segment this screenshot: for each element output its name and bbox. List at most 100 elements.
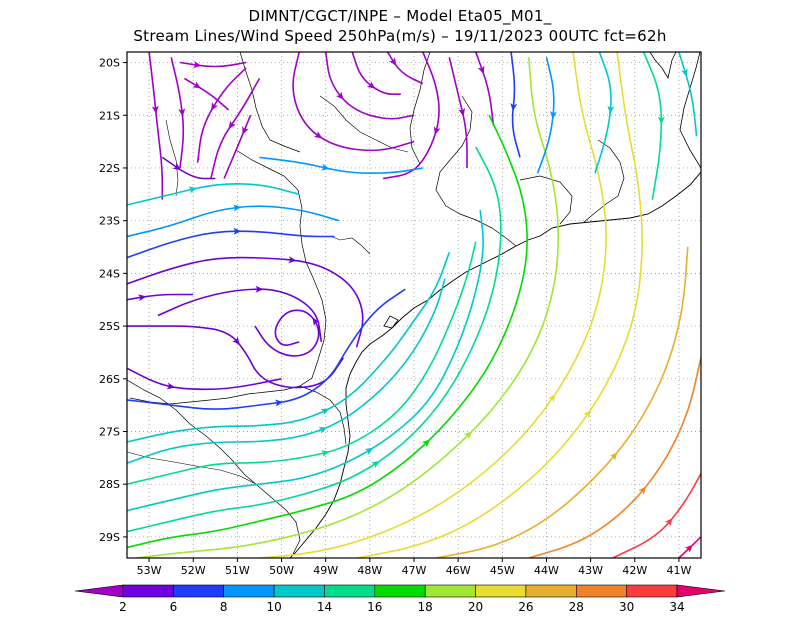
flow-arrow: [664, 518, 673, 527]
longitude-axis: 53W 52W 51W 50W 49W 48W 47W 46W 45W 44W 43W 42W 41W: [137, 558, 691, 577]
colorbar-segment: [424, 584, 476, 598]
flow-arrow: [433, 126, 441, 135]
chart-title-line2: Stream Lines/Wind Speed 250hPa(m/s) – 19…: [133, 27, 667, 45]
colorbar-label: 2: [119, 600, 127, 614]
flow-arrow: [320, 450, 330, 457]
x-tick-label: 45W: [490, 564, 515, 577]
streamline: [127, 230, 335, 259]
flow-arrow: [510, 102, 518, 112]
colorbar-label: 30: [619, 600, 634, 614]
streamline: [127, 114, 528, 549]
grid-lines: [127, 52, 701, 558]
colorbar-label: 14: [317, 600, 332, 614]
flow-arrow: [463, 431, 473, 440]
colorbar-label: 34: [669, 600, 684, 614]
colorbar-label: 10: [266, 600, 281, 614]
flow-arrow: [421, 439, 431, 448]
colorbar-low-extend: [74, 584, 124, 598]
streamline: [356, 52, 643, 558]
flow-arrow: [680, 68, 688, 77]
flow-arrow: [151, 105, 159, 114]
flow-arrow: [389, 57, 397, 66]
streamline: [127, 288, 406, 410]
latitude-axis: 20S 21S 22S 23S 24S 25S 26S 27S 28S 29S: [99, 57, 127, 544]
x-tick-label: 47W: [402, 564, 427, 577]
coastline-borders: [127, 52, 701, 558]
y-tick-label: 28S: [99, 478, 120, 491]
streamline: [127, 252, 451, 443]
flow-arrow: [288, 256, 297, 264]
streamline: [594, 52, 612, 174]
streamline: [157, 288, 323, 343]
streamline: [475, 52, 495, 126]
colorbar-segment: [324, 584, 376, 598]
flow-arrow: [313, 131, 323, 139]
streamline: [127, 293, 194, 301]
x-tick-label: 46W: [446, 564, 471, 577]
y-tick-label: 26S: [99, 373, 120, 386]
colorbar-segment: [273, 584, 325, 598]
y-tick-label: 27S: [99, 426, 120, 439]
flow-arrow: [657, 116, 665, 125]
colorbar-segment: [223, 584, 275, 598]
flow-arrow: [366, 81, 376, 89]
colorbar-high-extend: [676, 584, 726, 598]
streamline: [196, 67, 247, 163]
colorbar-label: 26: [518, 600, 533, 614]
flow-arrow: [583, 409, 591, 419]
flow-arrow: [312, 317, 320, 327]
streamline: [386, 52, 424, 85]
flow-arrow: [458, 107, 466, 117]
flow-arrow: [638, 486, 647, 495]
streamline: [148, 52, 164, 200]
flow-arrow: [232, 336, 240, 345]
flow-arrow: [233, 227, 242, 235]
flow-arrow: [364, 447, 374, 455]
colorbar-label: 18: [418, 600, 433, 614]
colorbar-label: 28: [569, 600, 584, 614]
streamline: [135, 57, 560, 558]
chart-title-line1: DIMNT/CGCT/INPE – Model Eta05_M01_: [248, 7, 552, 25]
x-tick-label: 51W: [225, 564, 250, 577]
flow-arrow: [192, 81, 202, 89]
streamlines: [127, 52, 701, 558]
flow-arrow: [166, 382, 176, 390]
streamline: [127, 367, 282, 391]
flow-arrow: [320, 408, 330, 416]
colorbar-segment: [626, 584, 678, 598]
x-tick-label: 43W: [578, 564, 603, 577]
streamline: [259, 156, 423, 175]
y-tick-label: 23S: [99, 215, 120, 228]
flow-arrow: [318, 427, 328, 434]
x-tick-label: 50W: [269, 564, 294, 577]
colorbar-label: 16: [367, 600, 382, 614]
flow-arrow: [178, 108, 186, 117]
colorbar-segment: [475, 584, 527, 598]
flow-arrow: [172, 162, 182, 171]
flow-arrow: [137, 294, 147, 302]
streamline: [127, 278, 446, 464]
x-tick-label: 48W: [357, 564, 382, 577]
flow-arrow: [550, 110, 557, 120]
colorbar-segment: [374, 584, 426, 598]
colorbar-label: 6: [170, 600, 178, 614]
colorbar-segment: [122, 584, 174, 598]
streamline: [642, 52, 663, 200]
colorbar-labels: 2 6 8 10 14 16 18 20 26 28 30 34: [119, 600, 684, 614]
streamline: [612, 473, 701, 558]
colorbar-segment: [575, 584, 627, 598]
streamline: [259, 52, 607, 558]
x-tick-label: 41W: [666, 564, 691, 577]
flow-arrow: [228, 120, 236, 130]
flow-arrow: [274, 399, 284, 407]
flow-arrow: [335, 91, 344, 100]
flow-arrow: [242, 126, 249, 135]
colorbar-label: 8: [220, 600, 228, 614]
x-tick-label: 52W: [181, 564, 206, 577]
flow-arrow: [609, 452, 618, 461]
colorbar: [74, 584, 726, 598]
streamline: [127, 182, 300, 206]
flow-arrow: [547, 393, 556, 403]
flow-arrow: [233, 204, 242, 212]
